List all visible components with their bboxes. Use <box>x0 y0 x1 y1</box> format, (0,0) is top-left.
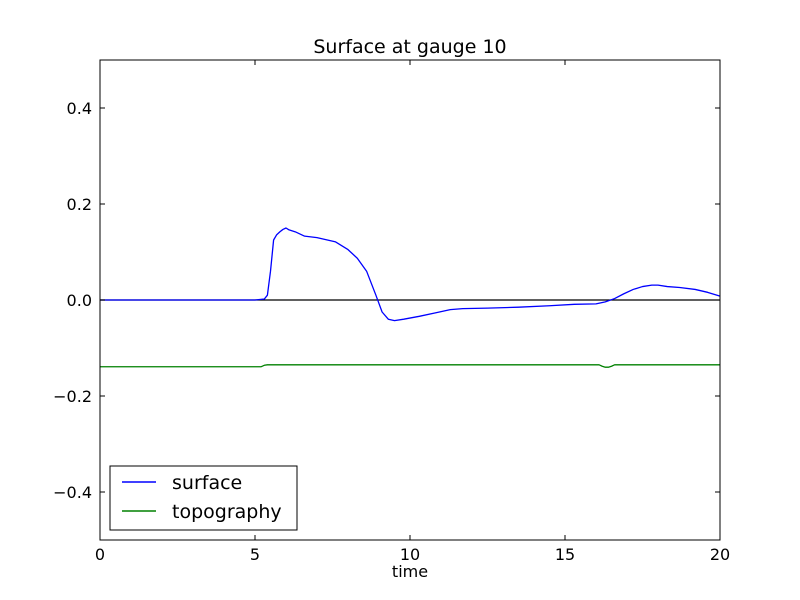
y-tick-label: 0.0 <box>67 291 92 310</box>
x-tick-label: 15 <box>555 545 575 564</box>
x-tick-label: 10 <box>400 545 420 564</box>
ticks-group: 0 5 10 15 20 −0.4 −0.2 0.0 0.2 0.4 <box>53 60 730 564</box>
legend-label-surface: surface <box>172 472 242 494</box>
legend: surface topography <box>109 465 298 531</box>
y-tick-label: 0.4 <box>67 99 92 118</box>
series-line-surface <box>100 227 721 322</box>
x-tick-label: 0 <box>95 545 105 564</box>
y-tick-label: 0.2 <box>67 195 92 214</box>
chart-title: Surface at gauge 10 <box>313 36 506 58</box>
y-tick-label: −0.4 <box>53 483 92 502</box>
y-tick-label: −0.2 <box>53 387 92 406</box>
series-group <box>100 227 721 368</box>
legend-box <box>109 465 298 531</box>
x-tick-label: 5 <box>250 545 260 564</box>
x-axis-label: time <box>392 562 428 581</box>
series-line-topography <box>100 364 720 368</box>
x-tick-label: 20 <box>710 545 730 564</box>
legend-label-topography: topography <box>172 501 282 523</box>
